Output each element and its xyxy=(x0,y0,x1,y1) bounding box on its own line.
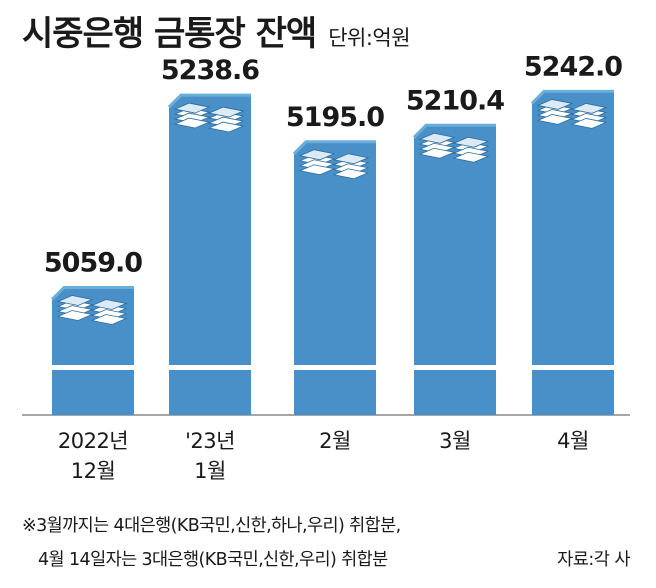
bar-top-edge xyxy=(50,286,134,301)
bar xyxy=(294,141,376,416)
bar-group xyxy=(292,140,376,416)
passbook-icon xyxy=(332,153,370,180)
bar-band xyxy=(294,365,376,370)
value-label: 5195.0 xyxy=(286,102,384,133)
passbook-icon xyxy=(418,132,456,159)
value-label: 5242.0 xyxy=(524,51,622,82)
bar-group xyxy=(412,123,496,416)
passbook-icon xyxy=(452,136,490,163)
bar-band xyxy=(414,365,496,370)
passbook-icon xyxy=(570,103,608,129)
passbook-icon xyxy=(207,106,245,133)
category-label: 1월 xyxy=(194,459,226,483)
bar-top-edge xyxy=(530,89,614,105)
value-label: 5059.0 xyxy=(44,248,142,279)
passbook-icon xyxy=(173,102,211,129)
bar-group xyxy=(50,286,134,415)
bar-top-edge xyxy=(292,140,376,155)
passbook-icon xyxy=(90,299,128,325)
bar-band xyxy=(52,365,134,370)
bar-top-edge xyxy=(412,123,496,139)
chart-title: 시중은행 금통장 잔액 xyxy=(22,14,317,54)
passbook-icon xyxy=(56,295,94,321)
bar-top-edge xyxy=(167,93,251,109)
unit-label: 단위:억원 xyxy=(328,26,411,50)
footnote-line-2: 4월 14일자는 3대은행(KB국민,신한,우리) 취합분 xyxy=(38,550,388,570)
category-label: 4월 xyxy=(557,429,589,453)
bar-group xyxy=(167,93,251,416)
category-label: 2월 xyxy=(319,429,351,453)
category-label: '23년 xyxy=(185,429,235,453)
bar xyxy=(414,125,496,416)
title-block: 시중은행 금통장 잔액 단위:억원 xyxy=(22,6,411,55)
category-label: 3월 xyxy=(439,429,471,453)
category-label: 2022년 xyxy=(58,429,128,453)
passbook-icon xyxy=(298,149,336,176)
bar-group xyxy=(530,89,614,415)
value-label: 5238.6 xyxy=(161,55,259,86)
bar xyxy=(169,95,251,416)
bar xyxy=(532,91,614,415)
source-label: 자료:각 사 xyxy=(557,550,630,570)
passbook-icon xyxy=(536,99,574,125)
value-label: 5210.4 xyxy=(406,85,504,116)
bar-band xyxy=(169,365,251,370)
bar-band xyxy=(532,365,614,370)
footnote-line-1: ※3월까지는 4대은행(KB국민,신한,하나,우리) 취합분, xyxy=(22,516,401,536)
category-label: 12월 xyxy=(71,459,116,483)
